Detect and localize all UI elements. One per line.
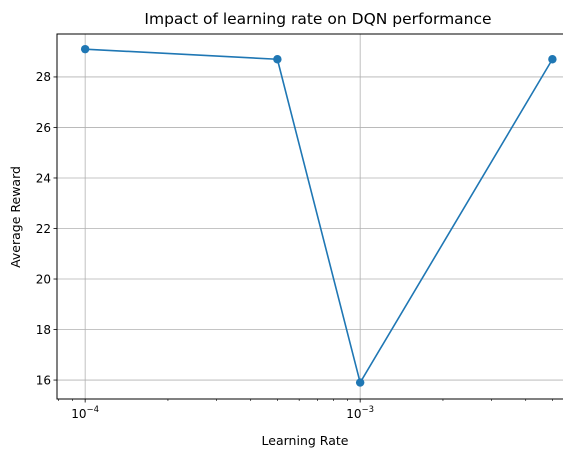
plot-frame	[56, 33, 563, 400]
grid	[57, 34, 563, 399]
x-tick-label: 10−4	[71, 405, 99, 421]
y-axis-label: Average Reward	[8, 166, 23, 268]
y-tick-label: 24	[36, 171, 51, 185]
y-tick-label: 28	[36, 70, 51, 84]
y-tick-label: 18	[36, 323, 51, 337]
x-tick-label: 10−3	[346, 405, 374, 421]
chart-title: Impact of learning rate on DQN performan…	[144, 10, 491, 28]
x-axis-ticks: 10−4 10−3	[71, 399, 374, 421]
y-tick-label: 20	[36, 272, 51, 286]
data-point	[80, 44, 90, 54]
y-tick-label: 22	[36, 222, 51, 236]
data-point	[355, 378, 365, 387]
data-point	[548, 55, 557, 64]
y-tick-label: 16	[36, 373, 51, 387]
x-axis-label: Learning Rate	[262, 433, 349, 448]
data-point	[273, 55, 282, 64]
series-line	[85, 48, 554, 384]
y-axis-ticks: 16 18 20 22 24 26 28	[36, 70, 57, 387]
data-series	[80, 44, 557, 387]
y-tick-label: 26	[36, 121, 51, 135]
